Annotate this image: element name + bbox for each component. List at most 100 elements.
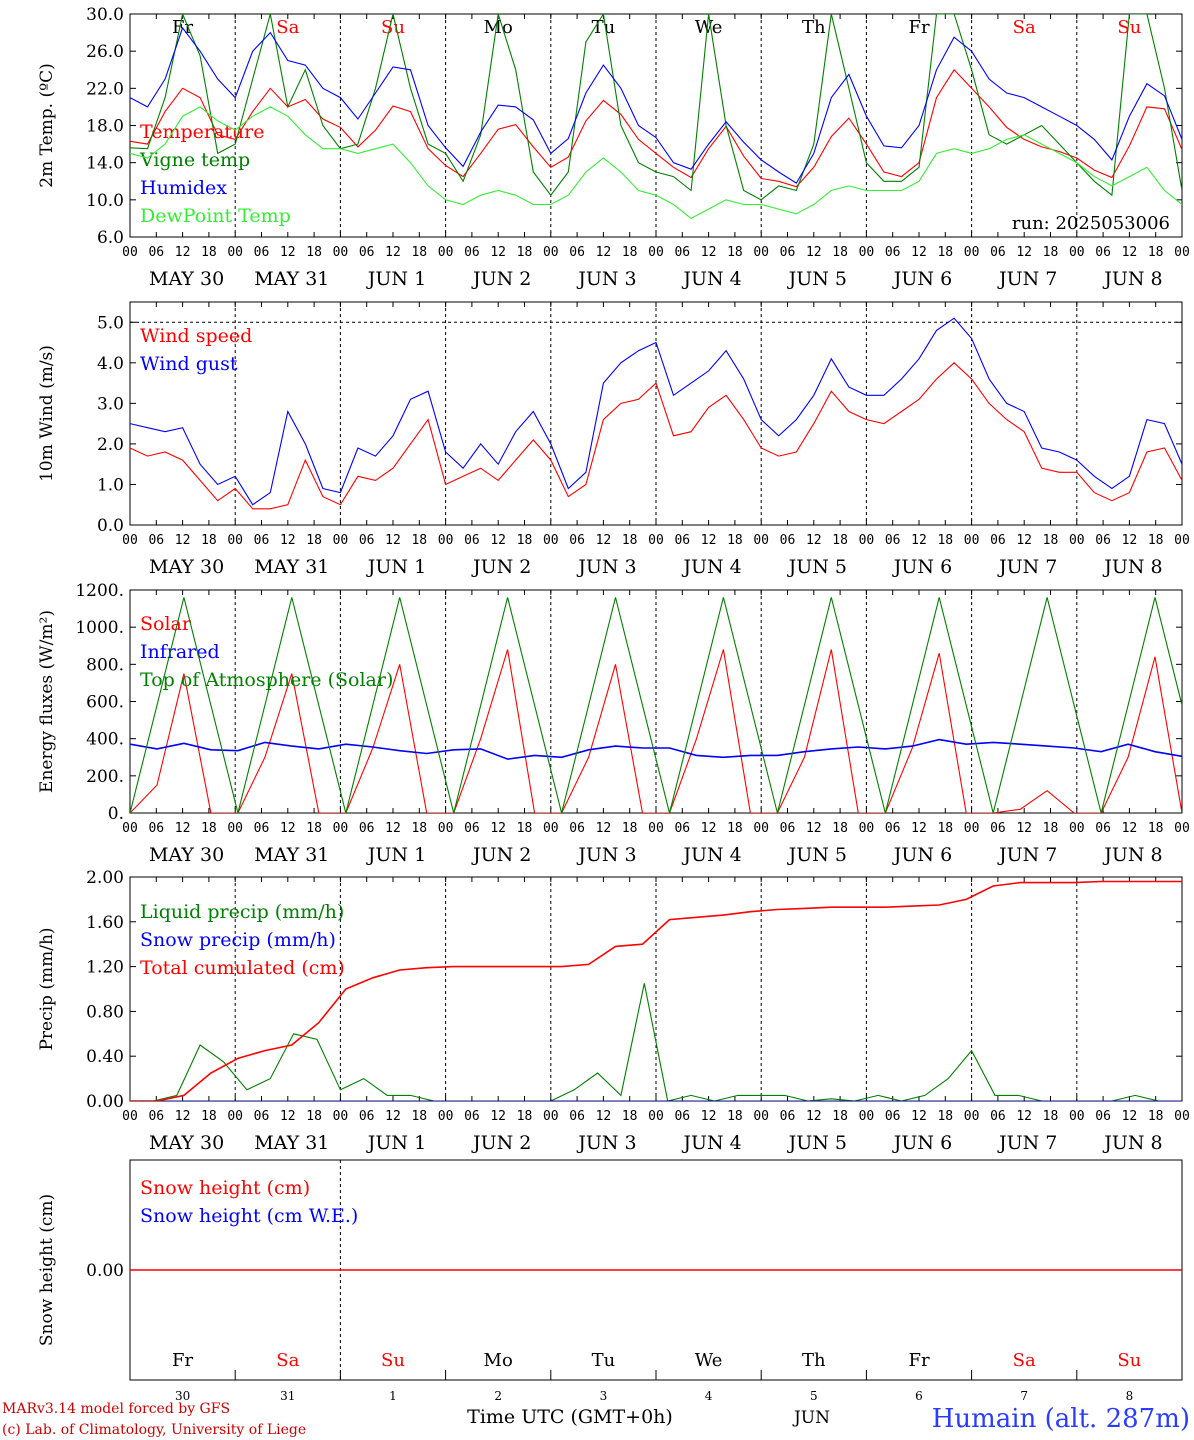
x-hour-label: 00 xyxy=(227,533,243,548)
x-hour-label: 06 xyxy=(148,533,164,548)
x-hour-label: 06 xyxy=(990,245,1006,260)
month-label: JUN xyxy=(792,1408,830,1428)
x-hour-label: 00 xyxy=(1174,1109,1190,1124)
day-name-label: Sa xyxy=(1013,1350,1036,1371)
y-axis-label: Snow height (cm) xyxy=(37,1194,57,1346)
x-hour-label: 12 xyxy=(1122,821,1138,836)
legend-entry: Snow height (cm W.E.) xyxy=(140,1205,358,1227)
panel-energy: Energy fluxes (W/m²) 0. 200. 400. 600. 800. 10… xyxy=(37,581,1190,866)
x-hour-label: 12 xyxy=(1122,533,1138,548)
x-date-label: JUN 4 xyxy=(681,844,741,866)
x-date-label: JUN 4 xyxy=(681,268,741,290)
day-name-label: Su xyxy=(1117,1350,1141,1371)
x-hour-label: 18 xyxy=(1043,821,1059,836)
x-hour-label: 12 xyxy=(385,533,401,548)
x-hour-label: 18 xyxy=(1043,1109,1059,1124)
x-hour-label: 06 xyxy=(254,1109,270,1124)
x-hour-label: 06 xyxy=(359,821,375,836)
legend-entry: Infrared xyxy=(140,641,220,663)
x-hour-label: 00 xyxy=(333,245,349,260)
x-hour-label: 18 xyxy=(727,1109,743,1124)
x-hour-label: 12 xyxy=(490,821,506,836)
x-hour-label: 18 xyxy=(306,821,322,836)
x-hour-label: 06 xyxy=(569,1109,585,1124)
x-date-label: JUN 7 xyxy=(997,844,1057,866)
series-line-top-of-atmosphere-solar- xyxy=(130,597,1182,813)
x-hour-label: 12 xyxy=(806,821,822,836)
x-hour-label: 06 xyxy=(359,1109,375,1124)
x-hour-label: 18 xyxy=(832,245,848,260)
x-hour-label: 06 xyxy=(464,245,480,260)
x-hour-label: 00 xyxy=(859,1109,875,1124)
y-tick-label: 26.0 xyxy=(86,42,124,62)
x-hour-label: 18 xyxy=(727,533,743,548)
x-hour-label: 06 xyxy=(254,533,270,548)
x-hour-label: 18 xyxy=(201,533,217,548)
day-name-label: Th xyxy=(802,1350,826,1371)
x-hour-label: 00 xyxy=(859,533,875,548)
y-tick-label: 0.40 xyxy=(86,1047,124,1067)
day-name-label: We xyxy=(695,1350,723,1371)
x-hour-label: 00 xyxy=(1069,821,1085,836)
x-date-label: JUN 2 xyxy=(471,844,531,866)
x-date-label: JUN 6 xyxy=(892,844,952,866)
x-date-label: JUN 8 xyxy=(1102,556,1162,578)
x-hour-label: 06 xyxy=(674,1109,690,1124)
y-tick-label: 4.0 xyxy=(97,354,124,374)
legend-entry: Vigne temp xyxy=(139,149,250,171)
x-hour-label: 00 xyxy=(227,1109,243,1124)
series-line-humidex xyxy=(130,26,1182,184)
day-number-label: 30 xyxy=(175,1389,190,1403)
x-hour-label: 12 xyxy=(911,533,927,548)
x-hour-label: 06 xyxy=(885,821,901,836)
day-name-label: Th xyxy=(802,17,826,38)
x-hour-label: 12 xyxy=(1122,1109,1138,1124)
x-hour-label: 18 xyxy=(622,533,638,548)
legend-entry: Total cumulated (cm) xyxy=(140,957,345,979)
x-hour-label: 12 xyxy=(490,1109,506,1124)
x-hour-label: 18 xyxy=(411,533,427,548)
x-hour-label: 06 xyxy=(780,1109,796,1124)
day-number-label: 6 xyxy=(915,1389,923,1403)
day-number-label: 4 xyxy=(705,1389,713,1403)
x-date-label: MAY 30 xyxy=(149,844,224,866)
x-hour-label: 06 xyxy=(1095,821,1111,836)
x-hour-label: 06 xyxy=(885,1109,901,1124)
x-hour-label: 18 xyxy=(832,821,848,836)
series-line-infrared xyxy=(130,738,1182,760)
x-hour-label: 00 xyxy=(333,533,349,548)
day-number-label: 1 xyxy=(389,1389,397,1403)
x-hour-label: 12 xyxy=(701,1109,717,1124)
x-hour-label: 00 xyxy=(438,533,454,548)
x-hour-label: 06 xyxy=(1095,245,1111,260)
x-hour-label: 18 xyxy=(517,533,533,548)
x-hour-label: 18 xyxy=(937,533,953,548)
x-date-label: JUN 3 xyxy=(576,1132,636,1154)
x-hour-label: 18 xyxy=(622,821,638,836)
y-tick-label: 14.0 xyxy=(86,154,124,174)
x-hour-label: 18 xyxy=(1148,821,1164,836)
y-axis-label: Precip (mm/h) xyxy=(37,927,57,1050)
legend-entry: Snow height (cm) xyxy=(140,1177,310,1199)
x-hour-label: 12 xyxy=(280,533,296,548)
x-hour-label: 12 xyxy=(175,1109,191,1124)
footer-lab-credit: (c) Lab. of Climatology, University of L… xyxy=(2,1422,306,1438)
x-date-label: JUN 5 xyxy=(787,1132,847,1154)
day-number-label: 5 xyxy=(810,1389,818,1403)
x-hour-label: 00 xyxy=(122,245,138,260)
x-hour-label: 00 xyxy=(227,821,243,836)
x-hour-label: 00 xyxy=(753,245,769,260)
x-hour-label: 12 xyxy=(596,533,612,548)
x-hour-label: 00 xyxy=(543,1109,559,1124)
y-tick-label: 1200. xyxy=(75,581,124,601)
x-date-label: JUN 2 xyxy=(471,556,531,578)
y-tick-label: 1000. xyxy=(75,618,124,638)
x-hour-label: 12 xyxy=(596,821,612,836)
y-tick-label: 3.0 xyxy=(97,394,124,414)
series-line-temperature xyxy=(130,68,1182,188)
x-date-label: JUN 2 xyxy=(471,1132,531,1154)
x-hour-label: 06 xyxy=(780,821,796,836)
x-hour-label: 00 xyxy=(122,533,138,548)
x-hour-label: 06 xyxy=(148,245,164,260)
x-date-label: JUN 6 xyxy=(892,1132,952,1154)
